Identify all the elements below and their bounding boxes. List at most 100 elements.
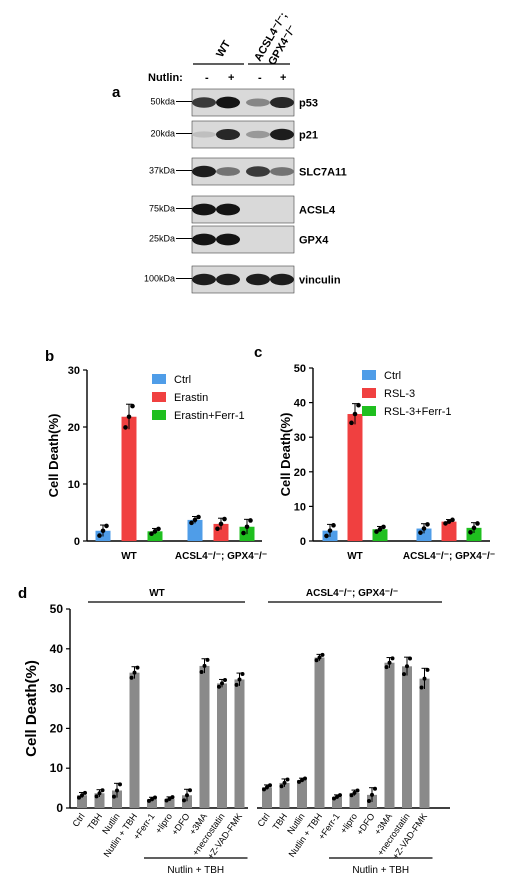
- data-point: [419, 685, 424, 690]
- data-point: [300, 778, 304, 783]
- blot-label-vinculin: vinculin: [299, 275, 341, 287]
- data-point: [223, 678, 227, 683]
- data-point: [352, 411, 358, 417]
- data-point: [126, 414, 132, 420]
- category-label: ACSL4⁻/⁻; GPX4⁻/⁻: [175, 551, 267, 562]
- bar: [347, 414, 363, 541]
- data-point: [164, 798, 169, 803]
- data-point: [248, 518, 253, 523]
- data-point: [170, 795, 175, 800]
- data-point: [317, 655, 322, 660]
- data-point: [147, 798, 151, 803]
- data-point: [468, 529, 473, 535]
- panel-b-chart: b 0 10 20 30 Cell Death(%) WT ACSL4⁻/⁻; GPX4⁻/⁻…: [45, 348, 267, 562]
- blot-band: [246, 130, 270, 139]
- data-point: [244, 524, 250, 530]
- data-point: [182, 798, 186, 803]
- marker-label: 37kDa: [149, 166, 175, 176]
- group-label-ko: ACSL4⁻/⁻; GPX4⁻/⁻: [306, 588, 398, 599]
- data-point: [384, 665, 389, 670]
- category-label: ACSL4⁻/⁻; GPX4⁻/⁻: [403, 551, 495, 562]
- bar: [77, 795, 87, 808]
- data-point: [153, 795, 157, 800]
- nutlin-sign-2: +: [228, 72, 234, 84]
- data-point: [220, 681, 224, 686]
- blot-band: [216, 203, 240, 216]
- y-tick-label: 40: [50, 642, 64, 656]
- y-tick-label: 10: [50, 761, 64, 775]
- data-point: [215, 526, 220, 532]
- blot-band: [192, 203, 216, 216]
- data-point: [327, 528, 333, 533]
- data-point: [402, 672, 406, 677]
- legend-swatch: [362, 370, 376, 380]
- category-label: WT: [121, 551, 137, 562]
- y-tick-label: 0: [56, 801, 63, 815]
- data-point: [335, 794, 339, 799]
- bar: [372, 529, 388, 541]
- y-tick-label: 0: [300, 536, 306, 548]
- data-point: [387, 660, 392, 665]
- panel-a-label: a: [112, 84, 121, 101]
- data-point: [475, 521, 480, 526]
- legend-label: RSL-3: [384, 388, 415, 400]
- y-tick-label: 30: [68, 365, 80, 377]
- blot-band: [216, 96, 240, 109]
- data-point: [285, 777, 290, 782]
- nutlin-sign-4: +: [280, 72, 286, 84]
- data-point: [205, 657, 210, 662]
- blot-band: [270, 96, 294, 109]
- y-axis-label: Cell Death(%): [46, 414, 61, 498]
- bar: [349, 792, 360, 808]
- data-point: [262, 787, 266, 792]
- data-point: [217, 684, 221, 689]
- bracket-label: Nutlin + TBH: [352, 865, 409, 876]
- data-point: [188, 788, 192, 793]
- blot-band: [192, 273, 216, 286]
- data-point: [130, 403, 135, 409]
- data-point: [152, 529, 158, 534]
- blot-band: [192, 131, 216, 138]
- data-point: [149, 531, 154, 537]
- bar: [441, 521, 457, 541]
- data-point: [265, 785, 269, 790]
- legend-swatch: [362, 388, 376, 398]
- panel-c-chart: c 0 10 20 30 40 50 Cell Death(%) WT ACSL4⁻/⁻; GPX…: [254, 344, 495, 562]
- data-point: [199, 670, 204, 675]
- bar: [129, 672, 140, 808]
- data-point: [150, 797, 154, 802]
- bar: [147, 531, 163, 541]
- data-point: [418, 530, 423, 535]
- data-point: [370, 792, 374, 797]
- data-point: [83, 790, 87, 795]
- data-point: [129, 675, 134, 680]
- blot-label-p21: p21: [299, 130, 318, 142]
- bar: [234, 679, 245, 808]
- legend-label: Ctrl: [384, 370, 401, 382]
- marker-label: 20kda: [150, 129, 175, 139]
- bar: [419, 678, 430, 808]
- data-point: [443, 521, 448, 526]
- data-point: [185, 793, 189, 798]
- data-point: [240, 672, 245, 677]
- bar: [384, 662, 395, 808]
- nutlin-sign-3: -: [258, 72, 262, 84]
- marker-label: 25kDa: [149, 234, 175, 244]
- data-point: [338, 793, 342, 798]
- panel-a: a WT ACSL4⁻/⁻; GPX4⁻/⁻ Nutlin: - + - + 5…: [112, 10, 347, 294]
- data-point: [112, 794, 116, 799]
- bar: [164, 798, 175, 808]
- y-axis-label: Cell Death(%): [278, 413, 293, 497]
- data-point: [408, 656, 412, 661]
- data-point: [80, 793, 84, 798]
- y-axis-label: Cell Death(%): [23, 660, 40, 757]
- data-point: [202, 663, 207, 668]
- marker-label: 100kDa: [144, 274, 175, 284]
- blot-band: [216, 273, 240, 286]
- blot-band: [192, 97, 216, 108]
- blot-label-slc7a11: SLC7A11: [299, 167, 347, 179]
- blot-label-p53: p53: [299, 98, 318, 110]
- data-point: [349, 420, 354, 426]
- nutlin-label: Nutlin:: [148, 72, 183, 84]
